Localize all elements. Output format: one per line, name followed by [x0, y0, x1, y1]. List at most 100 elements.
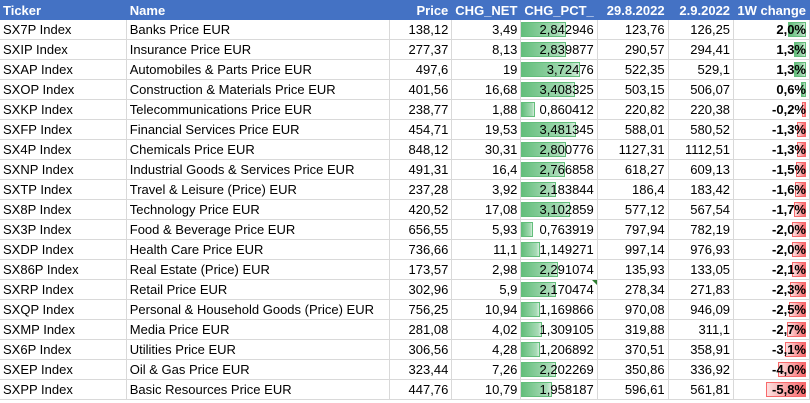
cell-ticker[interactable]: SXKP Index [0, 99, 127, 120]
cell-week-change[interactable]: -3,1% [733, 339, 810, 360]
cell-name[interactable]: Telecommunications Price EUR [126, 99, 391, 120]
cell-chg-net[interactable]: 1,88 [451, 99, 522, 120]
cell-chg-pct[interactable]: 2,842946 [520, 20, 598, 40]
cell-ticker[interactable]: SXEP Index [0, 359, 127, 380]
cell-chg-net[interactable]: 3,49 [451, 20, 522, 40]
cell-name[interactable]: Retail Price EUR [126, 279, 391, 300]
cell-date-2[interactable]: 271,83 [668, 279, 735, 300]
cell-ticker[interactable]: SX8P Index [0, 199, 127, 220]
cell-ticker[interactable]: SXDP Index [0, 239, 127, 260]
cell-price[interactable]: 756,25 [389, 299, 453, 320]
cell-ticker[interactable]: SXIP Index [0, 39, 127, 60]
cell-chg-pct[interactable]: 1,169866 [520, 299, 598, 320]
cell-price[interactable]: 281,08 [389, 319, 453, 340]
cell-chg-net[interactable]: 4,02 [451, 319, 522, 340]
cell-price[interactable]: 848,12 [389, 139, 453, 160]
cell-price[interactable]: 306,56 [389, 339, 453, 360]
cell-chg-pct[interactable]: 3,72476 [520, 59, 598, 80]
cell-date-1[interactable]: 997,14 [597, 239, 669, 260]
cell-name[interactable]: Insurance Price EUR [126, 39, 391, 60]
cell-week-change[interactable]: 1,3% [733, 59, 810, 80]
cell-chg-pct[interactable]: 0,860412 [520, 99, 598, 120]
cell-chg-net[interactable]: 30,31 [451, 139, 522, 160]
cell-chg-net[interactable]: 11,1 [451, 239, 522, 260]
header-date-2[interactable]: 2.9.2022 [668, 0, 735, 20]
cell-date-2[interactable]: 126,25 [668, 20, 735, 40]
cell-chg-pct[interactable]: 2,800776 [520, 139, 598, 160]
cell-week-change[interactable]: -1,6% [733, 179, 810, 200]
cell-chg-pct[interactable]: 1,309105 [520, 319, 598, 340]
cell-week-change[interactable]: 1,3% [733, 39, 810, 60]
cell-chg-net[interactable]: 17,08 [451, 199, 522, 220]
cell-date-2[interactable]: 133,05 [668, 259, 735, 280]
cell-date-2[interactable]: 976,93 [668, 239, 735, 260]
cell-ticker[interactable]: SX6P Index [0, 339, 127, 360]
cell-ticker[interactable]: SXQP Index [0, 299, 127, 320]
cell-chg-net[interactable]: 3,92 [451, 179, 522, 200]
cell-chg-pct[interactable]: 0,763919 [520, 219, 598, 240]
cell-week-change[interactable]: -2,0% [733, 239, 810, 260]
cell-date-2[interactable]: 529,1 [668, 59, 735, 80]
cell-chg-pct[interactable]: 1,206892 [520, 339, 598, 360]
cell-chg-pct[interactable]: 2,291074 [520, 259, 598, 280]
cell-date-1[interactable]: 588,01 [597, 119, 669, 140]
cell-week-change[interactable]: -1,3% [733, 139, 810, 160]
cell-ticker[interactable]: SXPP Index [0, 379, 127, 400]
cell-chg-net[interactable]: 2,98 [451, 259, 522, 280]
cell-name[interactable]: Personal & Household Goods (Price) EUR [126, 299, 391, 320]
cell-week-change[interactable]: -2,0% [733, 219, 810, 240]
cell-week-change[interactable]: -4,0% [733, 359, 810, 380]
cell-chg-net[interactable]: 16,4 [451, 159, 522, 180]
cell-chg-pct[interactable]: 2,202269 [520, 359, 598, 380]
cell-date-1[interactable]: 577,12 [597, 199, 669, 220]
cell-date-1[interactable]: 186,4 [597, 179, 669, 200]
cell-name[interactable]: Industrial Goods & Services Price EUR [126, 159, 391, 180]
header-price[interactable]: Price [389, 0, 453, 20]
cell-date-2[interactable]: 220,38 [668, 99, 735, 120]
cell-date-2[interactable]: 358,91 [668, 339, 735, 360]
cell-date-1[interactable]: 123,76 [597, 20, 669, 40]
cell-week-change[interactable]: -2,3% [733, 279, 810, 300]
cell-price[interactable]: 491,31 [389, 159, 453, 180]
cell-ticker[interactable]: SX86P Index [0, 259, 127, 280]
cell-date-2[interactable]: 580,52 [668, 119, 735, 140]
cell-ticker[interactable]: SX3P Index [0, 219, 127, 240]
cell-name[interactable]: Technology Price EUR [126, 199, 391, 220]
cell-price[interactable]: 138,12 [389, 20, 453, 40]
cell-date-2[interactable]: 609,13 [668, 159, 735, 180]
cell-week-change[interactable]: -5,8% [733, 379, 810, 400]
cell-price[interactable]: 656,55 [389, 219, 453, 240]
cell-date-1[interactable]: 503,15 [597, 79, 669, 100]
cell-chg-net[interactable]: 4,28 [451, 339, 522, 360]
cell-date-1[interactable]: 370,51 [597, 339, 669, 360]
cell-date-2[interactable]: 782,19 [668, 219, 735, 240]
cell-week-change[interactable]: -1,3% [733, 119, 810, 140]
cell-name[interactable]: Basic Resources Price EUR [126, 379, 391, 400]
cell-name[interactable]: Media Price EUR [126, 319, 391, 340]
cell-price[interactable]: 454,71 [389, 119, 453, 140]
cell-date-1[interactable]: 596,61 [597, 379, 669, 400]
cell-chg-net[interactable]: 10,94 [451, 299, 522, 320]
cell-date-2[interactable]: 183,42 [668, 179, 735, 200]
cell-name[interactable]: Automobiles & Parts Price EUR [126, 59, 391, 80]
cell-chg-pct[interactable]: 1,958187 [520, 379, 598, 400]
cell-ticker[interactable]: SXMP Index [0, 319, 127, 340]
cell-week-change[interactable]: -2,7% [733, 319, 810, 340]
cell-price[interactable]: 401,56 [389, 79, 453, 100]
cell-chg-net[interactable]: 5,9 [451, 279, 522, 300]
cell-price[interactable]: 237,28 [389, 179, 453, 200]
cell-chg-pct[interactable]: 2,170474 [520, 279, 598, 300]
cell-date-2[interactable]: 561,81 [668, 379, 735, 400]
cell-week-change[interactable]: -2,5% [733, 299, 810, 320]
cell-ticker[interactable]: SX7P Index [0, 20, 127, 40]
cell-week-change[interactable]: 0,6% [733, 79, 810, 100]
cell-ticker[interactable]: SXTP Index [0, 179, 127, 200]
cell-date-1[interactable]: 319,88 [597, 319, 669, 340]
cell-week-change[interactable]: -1,5% [733, 159, 810, 180]
cell-chg-net[interactable]: 8,13 [451, 39, 522, 60]
cell-date-1[interactable]: 220,82 [597, 99, 669, 120]
header-chg-pct[interactable]: CHG_PCT_ [520, 0, 598, 20]
cell-ticker[interactable]: SXAP Index [0, 59, 127, 80]
cell-date-2[interactable]: 336,92 [668, 359, 735, 380]
